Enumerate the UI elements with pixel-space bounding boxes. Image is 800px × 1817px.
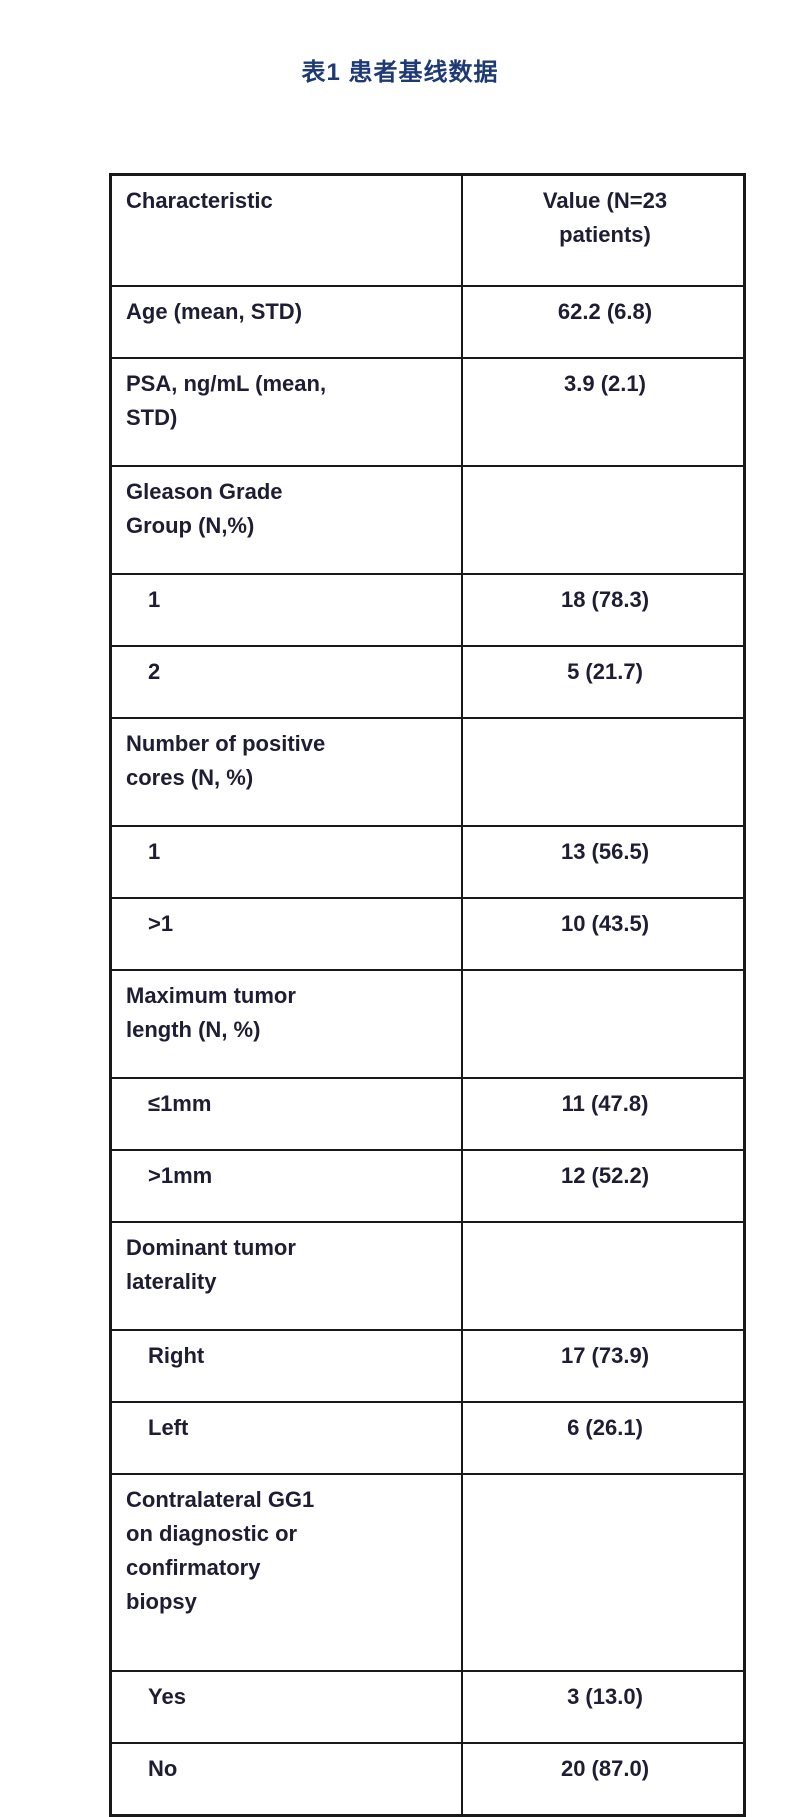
cell-characteristic: Age (mean, STD) [109,285,463,359]
table-row: ≤1mm 11 (47.8) [109,1077,746,1151]
cell-value: 12 (52.2) [461,1149,746,1223]
table-row: Number of positive cores (N, %) [109,717,746,827]
cell-value: 13 (56.5) [461,825,746,899]
cell-value: 6 (26.1) [461,1401,746,1475]
table-row: No 20 (87.0) [109,1742,746,1817]
cell-characteristic: Maximum tumor length (N, %) [109,969,463,1079]
header-cell-characteristic: Characteristic [109,173,463,287]
cell-value [461,717,746,827]
table-body: Age (mean, STD) 62.2 (6.8) PSA, ng/mL (mea… [109,285,746,1817]
cell-value: 3.9 (2.1) [461,357,746,467]
table-header-row: Characteristic Value (N=23 patients) [109,173,746,287]
table-row: 1 18 (78.3) [109,573,746,647]
cell-characteristic: 2 [109,645,463,719]
cell-characteristic: >1 [109,897,463,971]
table-row: Yes 3 (13.0) [109,1670,746,1744]
cell-value [461,1221,746,1331]
cell-characteristic: No [109,1742,463,1817]
cell-value: 62.2 (6.8) [461,285,746,359]
table-row: Dominant tumor laterality [109,1221,746,1331]
cell-value: 17 (73.9) [461,1329,746,1403]
cell-characteristic: PSA, ng/mL (mean, STD) [109,357,463,467]
cell-value [461,465,746,575]
table-row: Left 6 (26.1) [109,1401,746,1475]
cell-value: 3 (13.0) [461,1670,746,1744]
table-row: Age (mean, STD) 62.2 (6.8) [109,285,746,359]
cell-characteristic: Dominant tumor laterality [109,1221,463,1331]
cell-value: 18 (78.3) [461,573,746,647]
cell-value [461,1473,746,1672]
table-row: Gleason Grade Group (N,%) [109,465,746,575]
table-caption-container: 表1 患者基线数据 [110,56,690,90]
cell-value: 20 (87.0) [461,1742,746,1817]
table-row: PSA, ng/mL (mean, STD) 3.9 (2.1) [109,357,746,467]
cell-characteristic: Number of positive cores (N, %) [109,717,463,827]
cell-characteristic: Gleason Grade Group (N,%) [109,465,463,575]
table-row: >1mm 12 (52.2) [109,1149,746,1223]
table-row: >1 10 (43.5) [109,897,746,971]
patient-baseline-table: Characteristic Value (N=23 patients) Age … [109,173,746,1817]
cell-value: 5 (21.7) [461,645,746,719]
cell-value: 10 (43.5) [461,897,746,971]
table-header: Characteristic Value (N=23 patients) [109,173,746,287]
cell-characteristic: Right [109,1329,463,1403]
header-cell-value: Value (N=23 patients) [461,173,746,287]
cell-characteristic: 1 [109,573,463,647]
table-row: Right 17 (73.9) [109,1329,746,1403]
table-row: 1 13 (56.5) [109,825,746,899]
cell-characteristic: Yes [109,1670,463,1744]
cell-characteristic: 1 [109,825,463,899]
cell-characteristic: Contralateral GG1 on diagnostic or confirm… [109,1473,463,1672]
cell-value: 11 (47.8) [461,1077,746,1151]
cell-characteristic: ≤1mm [109,1077,463,1151]
table-row: Contralateral GG1 on diagnostic or confirm… [109,1473,746,1672]
table-caption: 表1 患者基线数据 [301,59,499,86]
cell-value [461,969,746,1079]
cell-characteristic: Left [109,1401,463,1475]
cell-characteristic: >1mm [109,1149,463,1223]
table-row: Maximum tumor length (N, %) [109,969,746,1079]
